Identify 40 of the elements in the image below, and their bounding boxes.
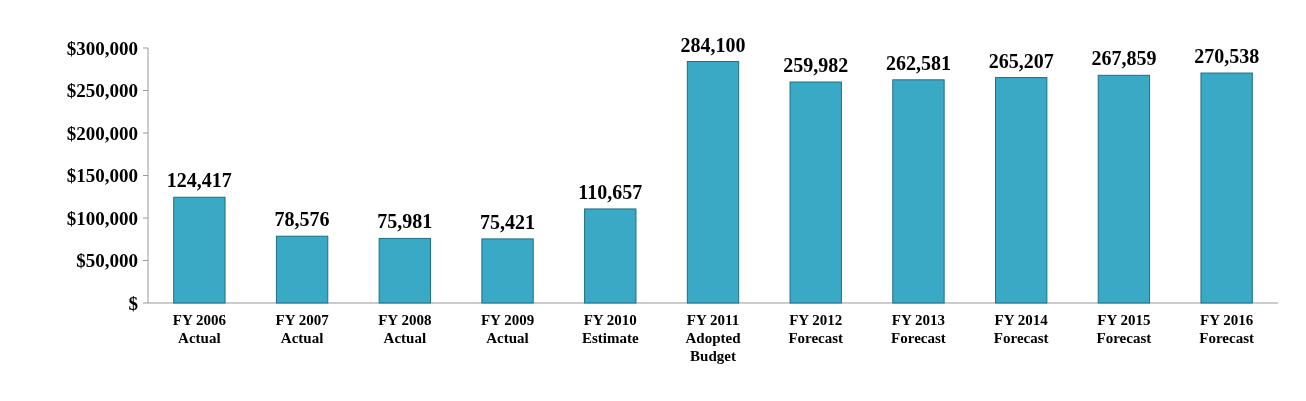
y-tick-label: $150,000: [66, 165, 138, 187]
x-tick-label: FY 2014 Forecast: [993, 312, 1049, 346]
bar: [995, 77, 1048, 304]
x-tick-label: FY 2009 Actual: [480, 312, 535, 346]
data-label: 110,657: [578, 180, 643, 203]
data-label: 270,538: [1194, 45, 1260, 68]
x-tick-label: FY 2015 Forecast: [1096, 312, 1152, 346]
y-tick-label: $: [128, 292, 138, 314]
y-tick-label: $100,000: [66, 207, 138, 229]
x-tick-label: FY 2008 Actual: [378, 312, 432, 346]
x-tick-label: FY 2011 Adopted Budget: [685, 312, 742, 364]
y-tick-label: $50,000: [76, 250, 138, 272]
bar: [275, 235, 329, 304]
data-label: 78,576: [274, 208, 330, 231]
data-label: 284,100: [680, 33, 746, 56]
bar: [789, 81, 842, 304]
data-label: 265,207: [988, 49, 1054, 72]
bar: [481, 238, 534, 304]
bar: [1200, 72, 1253, 304]
bar: [378, 237, 431, 304]
bar: [584, 208, 637, 304]
data-label: 267,859: [1091, 47, 1157, 70]
data-label: 259,982: [783, 54, 849, 77]
data-label: 262,581: [885, 51, 951, 74]
x-tick-label: FY 2016 Forecast: [1199, 312, 1254, 346]
bar: [1097, 74, 1151, 304]
x-tick-label: FY 2013 Forecast: [891, 312, 946, 346]
data-label: 75,421: [480, 210, 536, 233]
y-tick-label: $200,000: [66, 122, 138, 144]
x-tick-label: FY 2007 Actual: [275, 312, 330, 346]
x-tick-label: FY 2012 Forecast: [788, 312, 844, 346]
y-tick-label: $250,000: [66, 80, 138, 102]
data-label: 124,417: [166, 169, 232, 192]
y-tick-label: $300,000: [66, 37, 138, 59]
bar: [892, 79, 945, 304]
bar: [173, 196, 226, 304]
x-tick-label: FY 2006 Actual: [172, 312, 227, 346]
data-label: 75,981: [377, 210, 433, 233]
x-tick-label: FY 2010 Estimate: [581, 312, 639, 346]
bar: [686, 61, 740, 304]
